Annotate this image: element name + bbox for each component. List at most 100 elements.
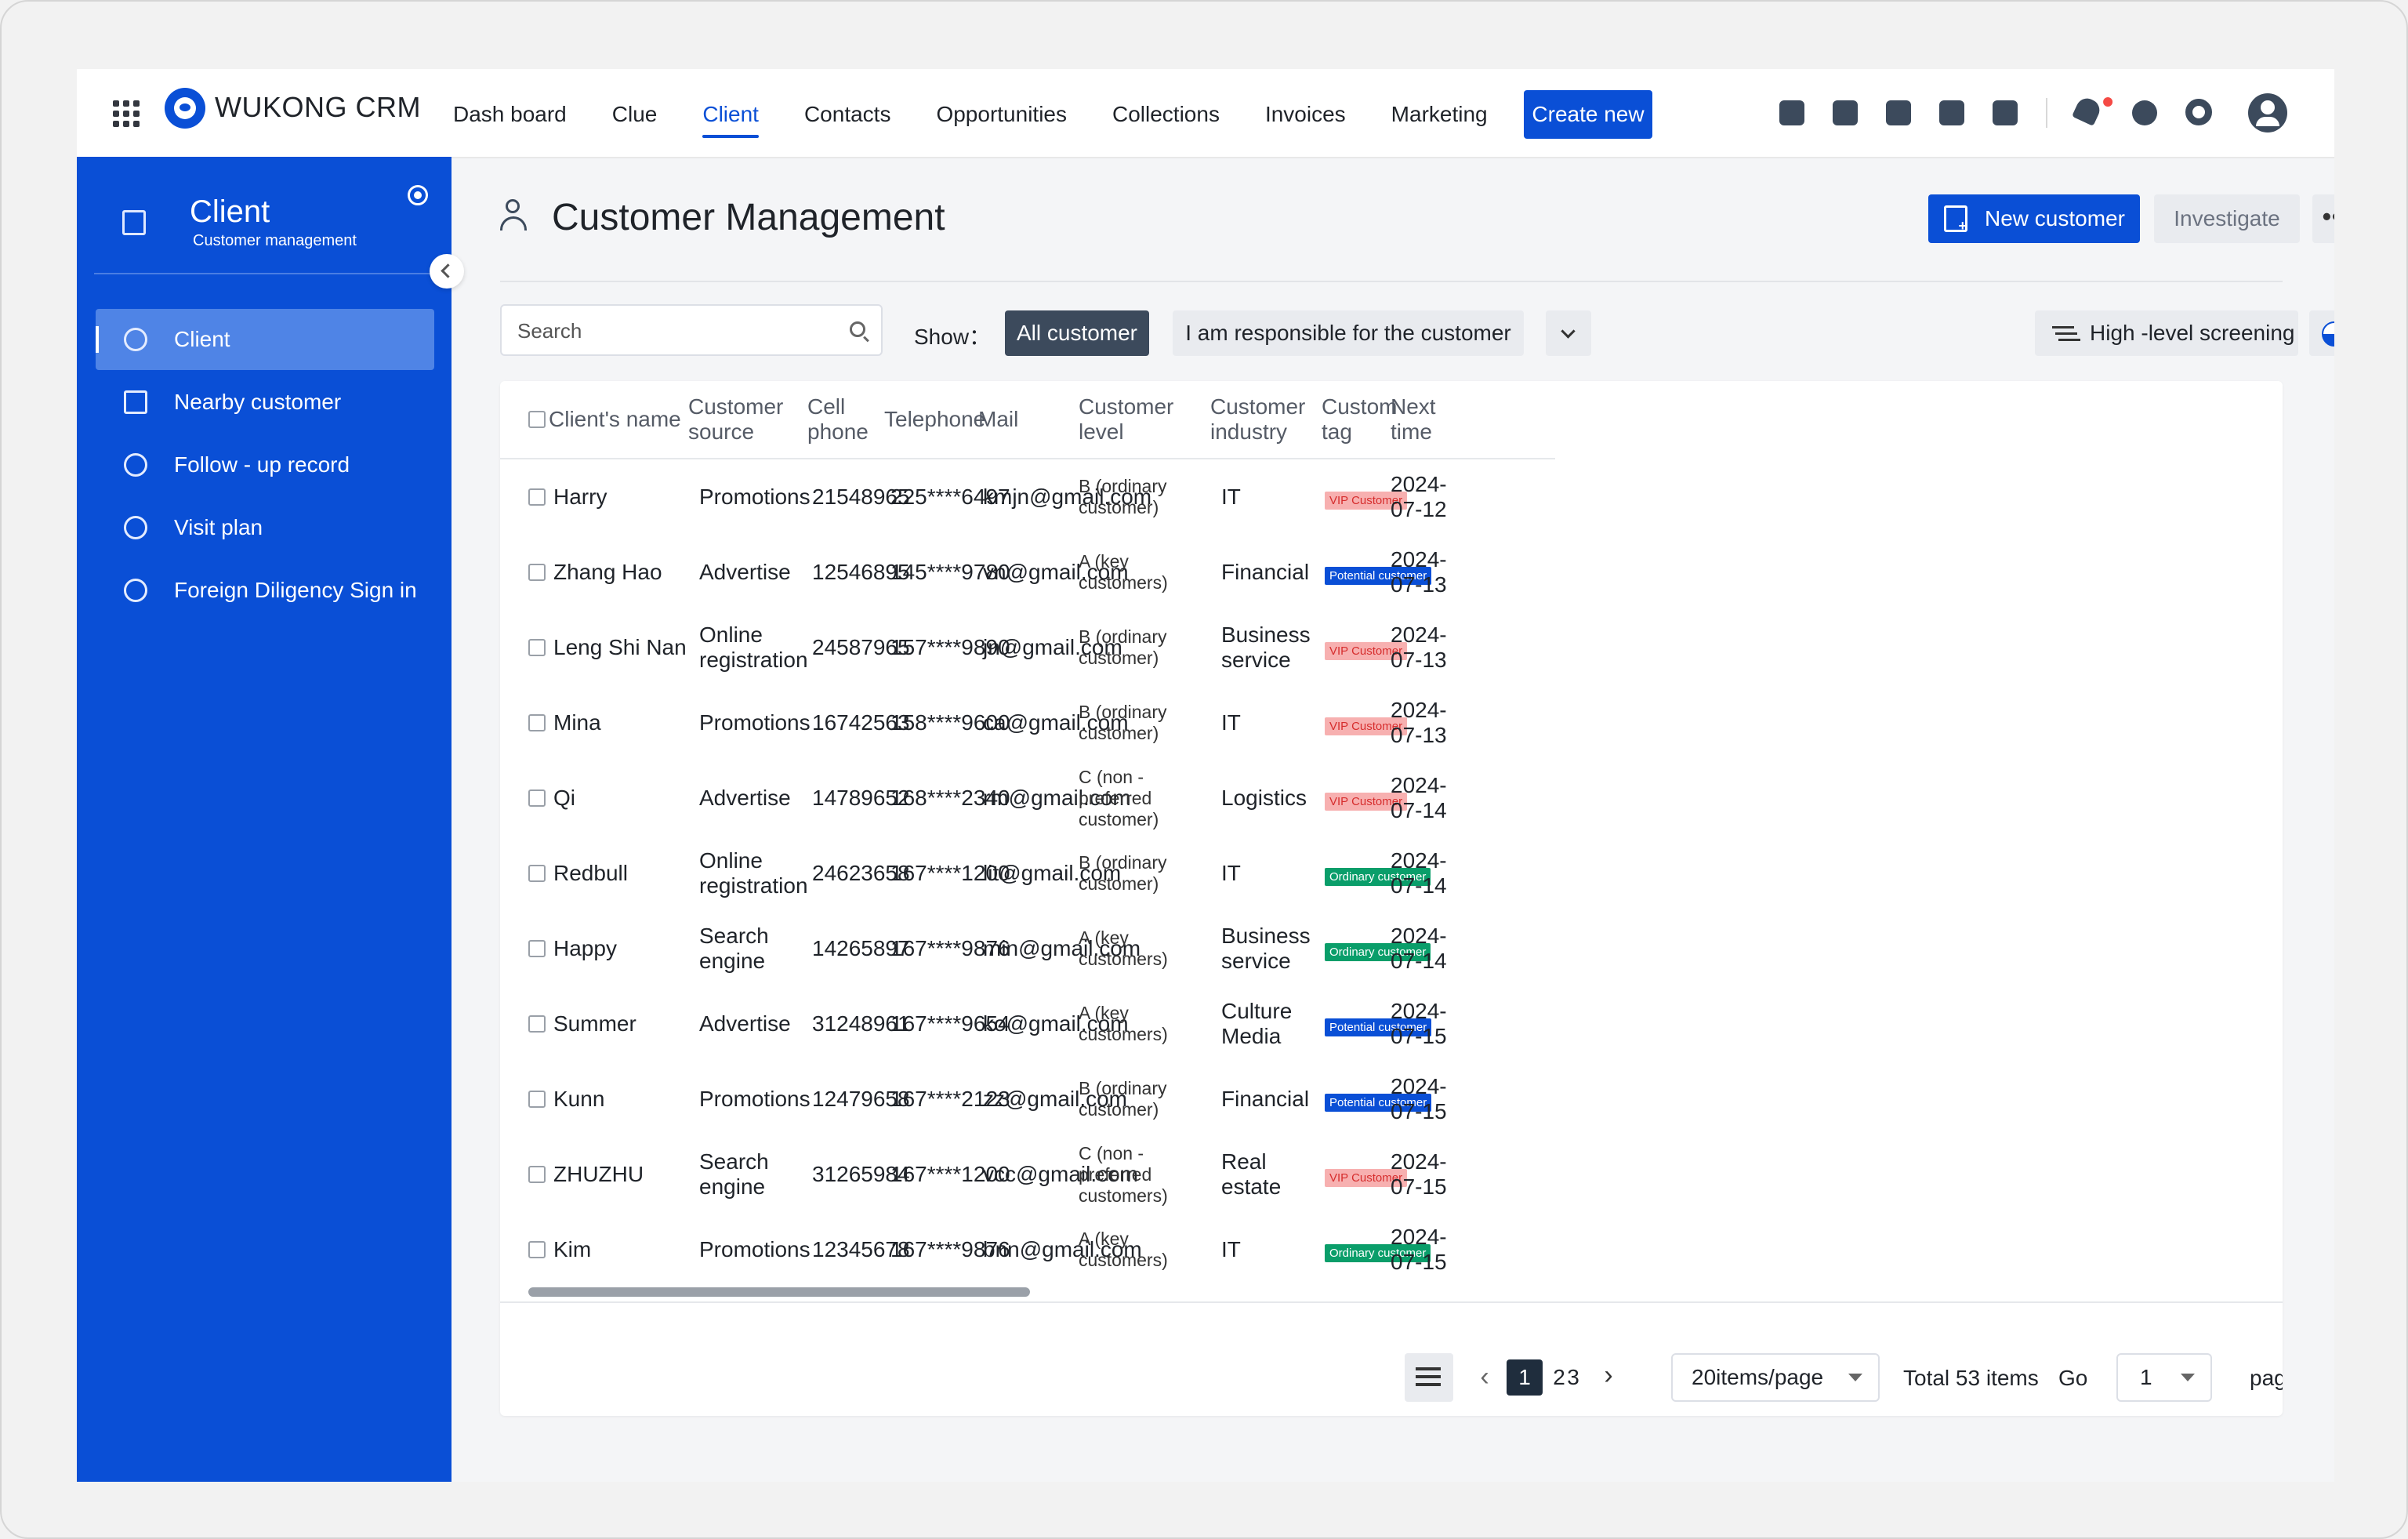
table-row[interactable]: Redbull Online registration 24623658 167***… — [500, 836, 2283, 911]
row-checkbox[interactable] — [528, 639, 546, 656]
sidebar-item-follow-up-record[interactable]: Follow - up record — [96, 434, 434, 495]
pie-chart-icon[interactable] — [2309, 310, 2334, 356]
more-button[interactable]: ••• — [2312, 194, 2334, 243]
contact-card-icon[interactable] — [1833, 100, 1858, 125]
cell-source: Promotions — [699, 1087, 811, 1111]
sidebar-item-client[interactable]: Client — [96, 309, 434, 370]
search-input[interactable] — [516, 312, 832, 350]
row-checkbox[interactable] — [528, 714, 546, 731]
folder-icon[interactable] — [1779, 100, 1804, 125]
table-row[interactable]: Summer Advertise 31248961 167****9654 ko@gma… — [500, 986, 2283, 1062]
column-header-telephone[interactable]: Telephone — [884, 381, 985, 459]
customer-table: Client's name Customer source Cell phone Te… — [500, 381, 2283, 1287]
custom-tag-badge: Ordinary customer — [1325, 1244, 1431, 1262]
go-page-input[interactable]: 1 — [2116, 1353, 2212, 1402]
apps-grid-icon[interactable] — [113, 100, 140, 127]
row-checkbox[interactable] — [528, 865, 546, 882]
caret-down-icon — [1848, 1374, 1862, 1381]
column-header-next-time[interactable]: Next time — [1391, 381, 1477, 459]
nav-item-dash-board[interactable]: Dash board — [453, 102, 567, 126]
pin-icon[interactable] — [408, 185, 428, 205]
cell-level: C (non -preferred customers) — [1079, 1142, 1168, 1206]
page-number-1[interactable]: 1 — [1507, 1359, 1543, 1396]
nav-item-marketing[interactable]: Marketing — [1391, 102, 1488, 126]
row-checkbox-cell — [500, 685, 549, 760]
calendar-icon[interactable] — [1993, 100, 2018, 125]
sidebar-item-label: Client — [174, 327, 230, 351]
cell-next: 2024-07-15 — [1391, 999, 1447, 1048]
cell-level: B (ordinary customer) — [1079, 476, 1167, 517]
row-checkbox[interactable] — [528, 1166, 546, 1183]
investigate-button[interactable]: Investigate — [2154, 194, 2300, 243]
table-row[interactable]: Kim Promotions 12345678 167****9876 bnn@gmai… — [500, 1212, 2283, 1287]
nav-item-collections[interactable]: Collections — [1112, 102, 1220, 126]
table-row[interactable]: ZHUZHU Search engine 31265984 167****1200 vc… — [500, 1137, 2283, 1212]
sidebar-item-nearby-customer[interactable]: Nearby customer — [96, 372, 434, 433]
sidebar-item-visit-plan[interactable]: Visit plan — [96, 497, 434, 558]
row-checkbox[interactable] — [528, 1241, 546, 1258]
gear-icon[interactable] — [2185, 99, 2214, 127]
nav-item-invoices[interactable]: Invoices — [1264, 102, 1346, 126]
row-checkbox[interactable] — [528, 1015, 546, 1033]
cell-industry: Real estate — [1221, 1149, 1282, 1199]
column-header-customer-level[interactable]: Customer level — [1079, 381, 1210, 459]
column-header-cell-phone[interactable]: Cell phone — [807, 381, 884, 459]
sidebar-item-label: Foreign Diligency Sign in — [174, 578, 417, 602]
cell-next: 2024-07-15 — [1391, 1074, 1447, 1123]
custom-tag-badge: Potential customer — [1325, 567, 1432, 585]
table-row[interactable]: Qi Advertise 14789652 168****2340 rm@gmail.c… — [500, 760, 2283, 836]
table-row[interactable]: Zhang Hao Advertise 12546895 145****9780 vn@… — [500, 535, 2283, 610]
row-checkbox[interactable] — [528, 940, 546, 957]
column-header-mail[interactable]: Mail — [978, 381, 1079, 459]
column-header-custom-tag[interactable]: Custom tag — [1322, 381, 1397, 459]
table-row[interactable]: Leng Shi Nan Online registration 24587965 1… — [500, 610, 2283, 685]
row-checkbox[interactable] — [528, 1091, 546, 1108]
sign-in-icon — [124, 579, 147, 602]
high-level-screening-button[interactable]: High -level screening — [2035, 310, 2298, 356]
page-number-2[interactable]: 2 — [1553, 1365, 1565, 1389]
document-icon[interactable] — [1939, 100, 1964, 125]
column-header-customer-industry[interactable]: Customer industry — [1210, 381, 1322, 459]
notification-icon[interactable] — [2072, 95, 2104, 127]
table-row[interactable]: Happy Search engine 14265897 167****9876 min… — [500, 911, 2283, 986]
page-number-3[interactable]: 3 — [1567, 1365, 1579, 1389]
cell-cell: 14265897 — [812, 936, 910, 960]
row-checkbox[interactable] — [528, 488, 546, 506]
sidebar-collapse-button[interactable] — [430, 254, 464, 289]
nav-item-client[interactable]: Client — [702, 69, 759, 157]
nav-item-clue[interactable]: Clue — [611, 102, 658, 126]
edit-icon[interactable] — [1886, 100, 1911, 125]
nav-item-opportunities[interactable]: Opportunities — [936, 102, 1067, 126]
cell-next: 2024-07-14 — [1391, 924, 1447, 973]
filter-responsible-customer[interactable]: I am responsible for the customer — [1173, 310, 1524, 356]
next-page-icon[interactable]: › — [1604, 1360, 1613, 1390]
row-checkbox[interactable] — [528, 564, 546, 581]
cell-source: Promotions — [699, 1237, 811, 1261]
sidebar-item-foreign-diligency-sign-in[interactable]: Foreign Diligency Sign in — [96, 560, 434, 621]
scrollbar-track — [500, 1301, 2283, 1303]
sidebar-item-label: Nearby customer — [174, 390, 342, 414]
search-icon[interactable] — [850, 321, 865, 337]
avatar[interactable] — [2248, 93, 2287, 132]
chevron-down-icon[interactable] — [1546, 310, 1591, 356]
page-size-select[interactable]: 20items/page — [1671, 1353, 1880, 1402]
create-new-button[interactable]: Create new — [1524, 90, 1652, 139]
column-header-client-s-name[interactable]: Client's name — [549, 381, 688, 459]
select-all-checkbox[interactable] — [528, 411, 546, 428]
table-row[interactable]: Harry Promotions 21548965 225****6497 kmjn@g… — [500, 459, 2283, 535]
table-row[interactable]: Mina Promotions 16742563 158****9600 ca@gmai… — [500, 685, 2283, 760]
cell-tel: 167****1200 — [890, 861, 1010, 885]
sidebar-divider — [94, 273, 433, 274]
table-row[interactable]: Kunn Promotions 12479658 167****2123 zz@gmai… — [500, 1062, 2283, 1137]
nav-item-contacts[interactable]: Contacts — [803, 102, 891, 126]
help-icon[interactable] — [2132, 100, 2157, 125]
row-checkbox[interactable] — [528, 789, 546, 807]
filter-all-customer[interactable]: All customer — [1005, 310, 1149, 356]
cell-tag: VIP Customer — [1322, 1137, 1408, 1212]
column-header-customer-source[interactable]: Customer source — [688, 381, 807, 459]
prev-page-icon[interactable]: ‹ — [1480, 1362, 1489, 1392]
new-customer-button[interactable]: New customer — [1928, 194, 2140, 243]
sidebar-title: Client — [190, 194, 270, 229]
columns-settings-icon[interactable] — [1405, 1353, 1453, 1402]
horizontal-scrollbar[interactable] — [528, 1287, 1030, 1297]
